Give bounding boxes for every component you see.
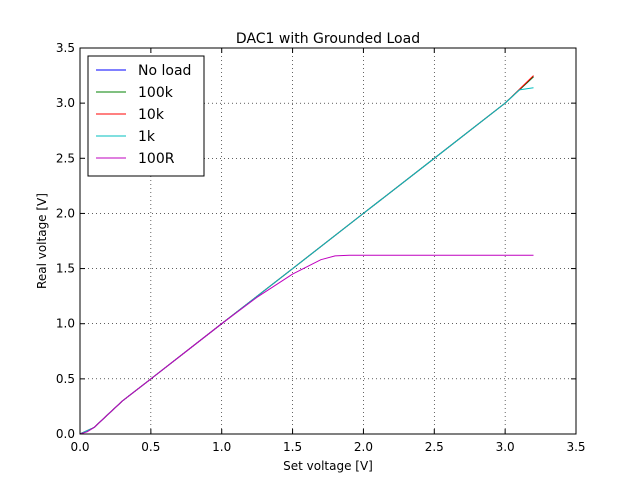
tick-labels: 0.0 0.5 1.0 1.5 2.0 2.5 3.0 3.5 0.0 0.5 1.0 1.5 2.0 2… — [56, 41, 586, 454]
legend-box — [87, 55, 205, 177]
legend-label: 100R — [138, 151, 175, 167]
x-tick-label: 1.5 — [283, 440, 302, 454]
legend-label: No load — [138, 63, 191, 79]
chart-title: DAC1 with Grounded Load — [236, 31, 420, 47]
y-tick-label: 1.5 — [56, 262, 75, 276]
x-tick-label: 2.5 — [425, 440, 444, 454]
legend-label: 100k — [138, 85, 174, 101]
x-tick-label: 1.0 — [212, 440, 231, 454]
y-tick-label: 2.5 — [56, 151, 75, 165]
series-lines — [79, 75, 534, 435]
x-tick-label: 3.5 — [566, 440, 585, 454]
y-axis-label: Real voltage [V] — [35, 193, 49, 289]
y-tick-label: 1.0 — [56, 317, 75, 331]
y-tick-label: 3.0 — [56, 96, 75, 110]
x-tick-label: 2.0 — [354, 440, 373, 454]
y-tick-label: 0.0 — [56, 427, 75, 441]
x-tick-label: 0.0 — [70, 440, 89, 454]
plot-frame — [79, 47, 577, 435]
y-tick-label: 3.5 — [56, 41, 75, 55]
y-tick-label: 2.0 — [56, 206, 75, 220]
series-line-100r — [79, 254, 534, 435]
ticks — [79, 47, 577, 435]
legend-label: 10k — [138, 107, 165, 123]
x-tick-label: 0.5 — [141, 440, 160, 454]
x-axis-label: Set voltage [V] — [283, 459, 373, 473]
legend-label: 1k — [138, 129, 156, 145]
y-tick-label: 0.5 — [56, 372, 75, 386]
legend: No load 100k 10k 1k 100R — [87, 55, 205, 177]
x-tick-label: 3.0 — [496, 440, 515, 454]
